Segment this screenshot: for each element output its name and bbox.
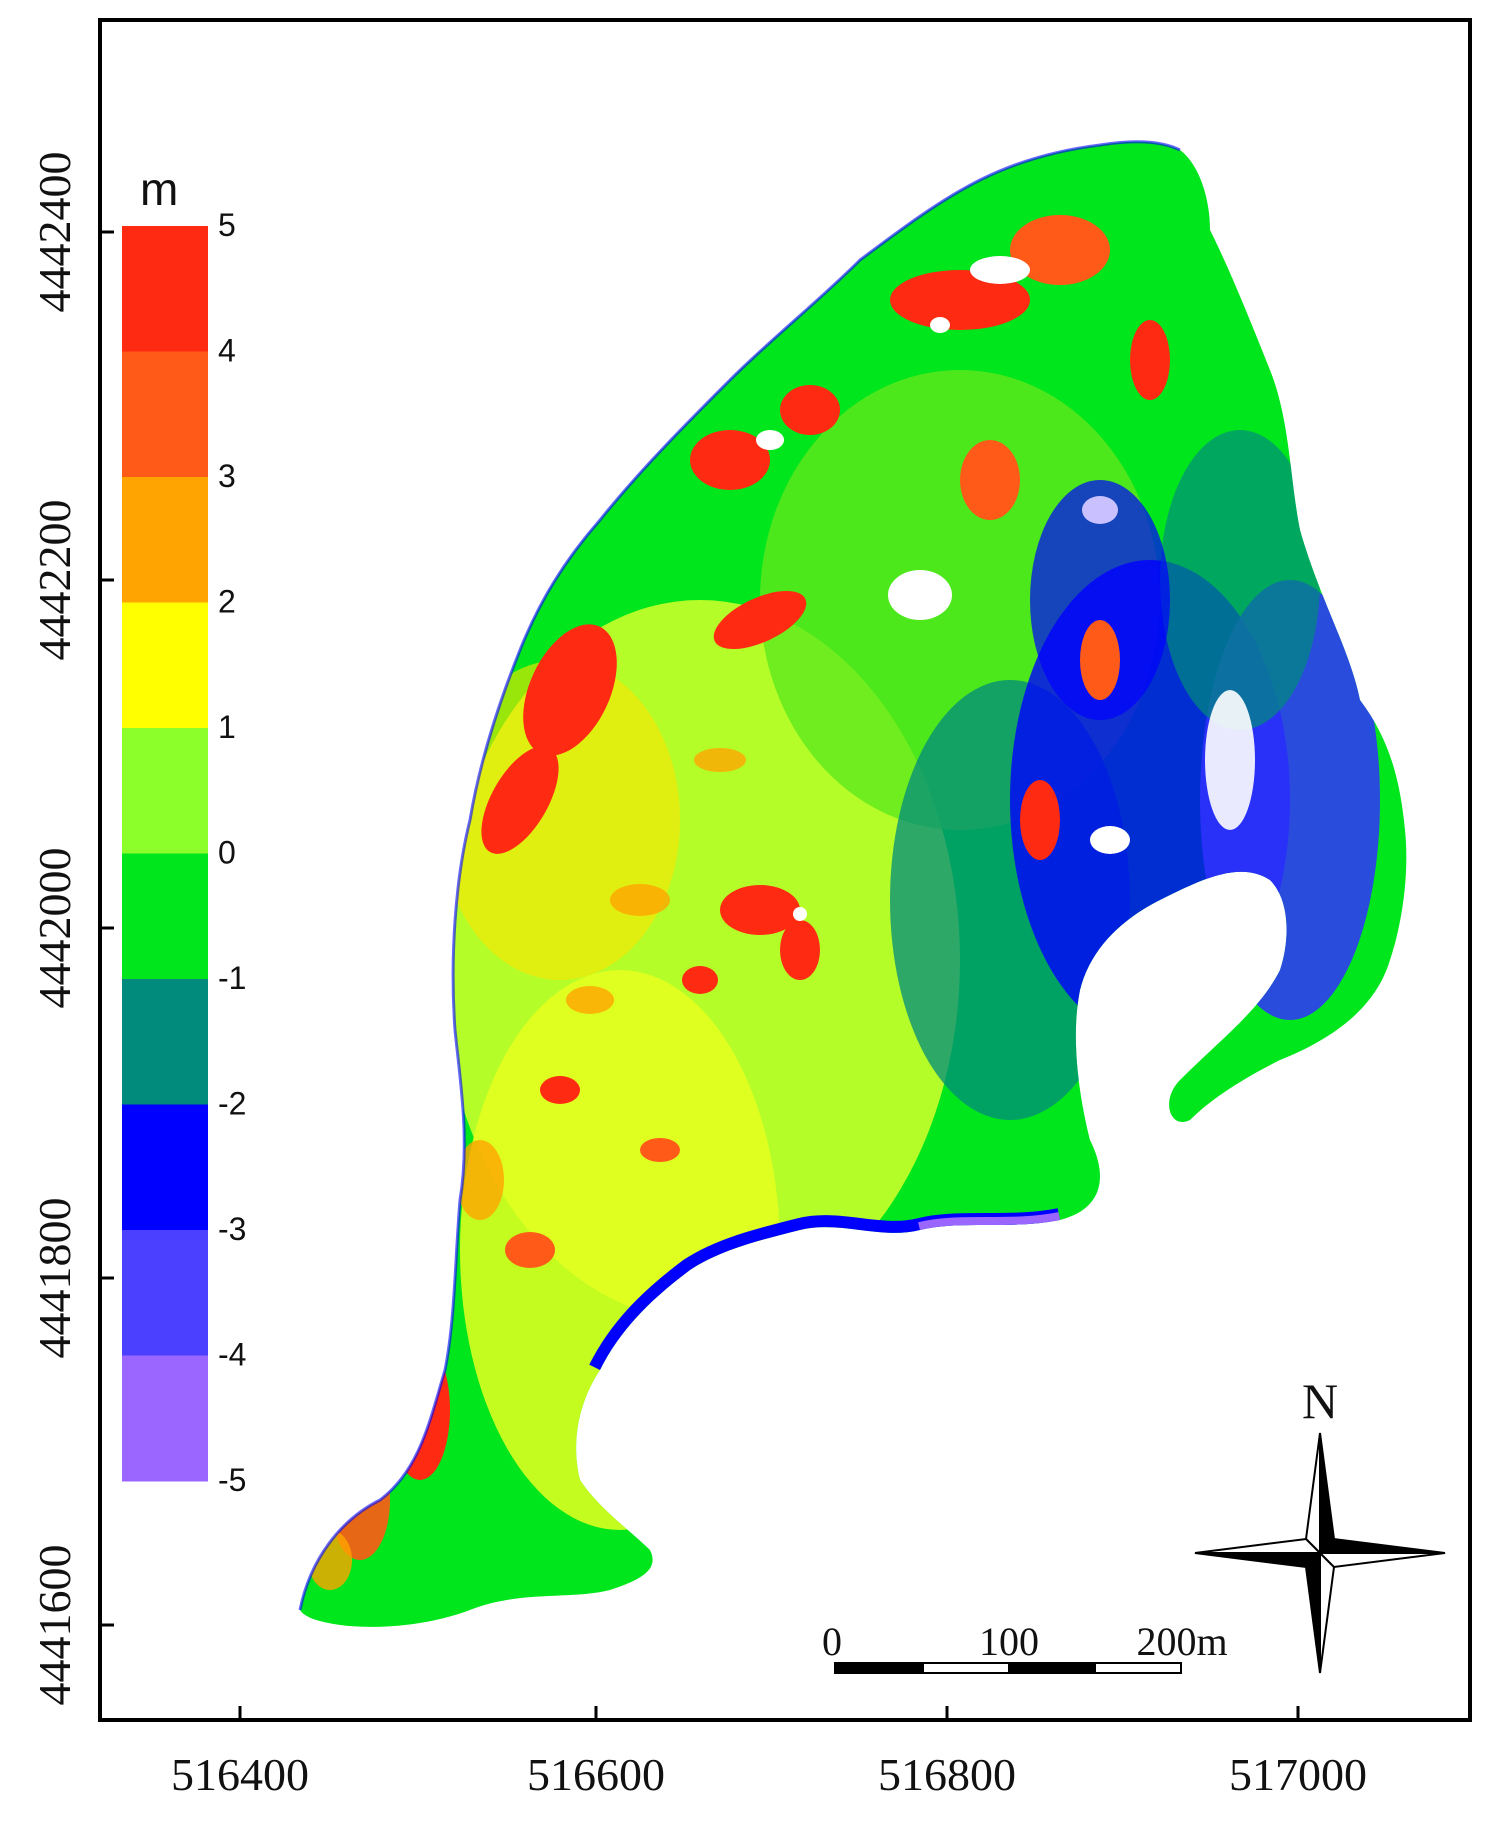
legend-swatch [122, 1104, 208, 1231]
x-axis: 516400 516600 516800 517000 [171, 1706, 1367, 1800]
scale-label: 0 [822, 1619, 842, 1664]
legend-label: 3 [218, 458, 236, 494]
scale-label: 100 [979, 1619, 1039, 1664]
color-legend: m 5 4 3 2 1 0 -1 -2 -3 -4 -5 [122, 163, 246, 1498]
legend-label: 4 [218, 333, 236, 369]
x-tick-label: 516400 [171, 1749, 309, 1800]
legend-label: -1 [218, 960, 246, 996]
legend-swatch [122, 1230, 208, 1356]
legend-swatch [122, 602, 208, 729]
legend-swatch [122, 728, 208, 854]
y-tick-label: 4442000 [29, 848, 80, 1009]
legend-labels: 5 4 3 2 1 0 -1 -2 -3 -4 -5 [218, 207, 246, 1498]
legend-swatch [122, 853, 208, 980]
y-tick-label: 4442200 [29, 500, 80, 661]
elevation-surface [300, 141, 1407, 1627]
legend-label: 2 [218, 584, 236, 620]
legend-label: -2 [218, 1086, 246, 1122]
north-arrow: N [1194, 1373, 1446, 1674]
x-tick-label: 516800 [878, 1749, 1016, 1800]
land-outline [298, 140, 1181, 1611]
y-tick-label: 4441600 [29, 1545, 80, 1706]
legend-label: -4 [218, 1337, 246, 1373]
legend-label: 5 [218, 207, 236, 243]
legend-swatch [122, 477, 208, 603]
x-tick-label: 517000 [1229, 1749, 1367, 1800]
legend-swatch [122, 351, 208, 478]
legend-label: 1 [218, 709, 236, 745]
scale-bar: 0 100 200m [822, 1619, 1228, 1674]
legend-label: -3 [218, 1211, 246, 1247]
legend-label: -5 [218, 1462, 246, 1498]
legend-swatch [122, 1355, 208, 1482]
scale-label: 200m [1136, 1619, 1227, 1664]
x-tick-label: 516600 [527, 1749, 665, 1800]
y-tick-label: 4442400 [29, 152, 80, 313]
legend-swatch [122, 979, 208, 1105]
legend-swatches [122, 226, 208, 1482]
north-label: N [1302, 1373, 1338, 1429]
y-axis: 4442400 4442200 4442000 4441800 4441600 [29, 152, 114, 1706]
legend-swatch [122, 226, 208, 352]
y-tick-label: 4441800 [29, 1198, 80, 1359]
map-frame [98, 18, 1472, 1722]
legend-unit: m [140, 163, 178, 215]
legend-label: 0 [218, 835, 236, 871]
